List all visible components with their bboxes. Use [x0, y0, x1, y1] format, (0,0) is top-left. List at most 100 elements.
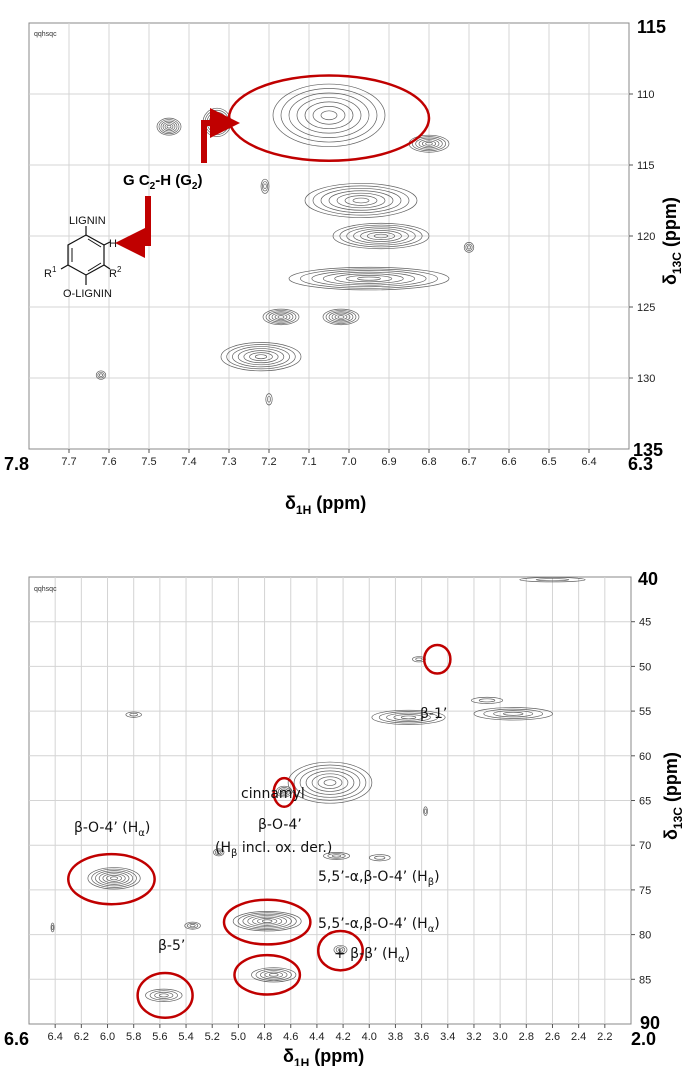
contour-level	[281, 789, 287, 794]
x-tick-label: 6.4	[581, 456, 596, 468]
contour-level	[322, 271, 416, 286]
contour-level	[337, 947, 344, 952]
contour-level	[189, 924, 196, 928]
x-tick-label: 7.7	[61, 456, 76, 468]
contour-level	[158, 119, 180, 135]
g2-arrow-up	[201, 108, 240, 163]
contour-level	[328, 190, 394, 211]
contour-level	[305, 770, 355, 795]
x-tick-label: 7.1	[301, 456, 316, 468]
x-tick-label: 4.0	[362, 1031, 377, 1043]
structure-r2-label: R2	[109, 265, 122, 280]
contour-level	[323, 779, 337, 786]
y-tick-label: 120	[637, 231, 655, 243]
contour-level	[467, 245, 471, 250]
contour-level	[293, 764, 367, 801]
contour-level	[280, 88, 378, 143]
contour-level	[232, 911, 302, 932]
cinnamyl-label: cinnamyl	[241, 786, 305, 802]
contour-level	[275, 785, 293, 798]
contour-level	[272, 83, 386, 147]
y-tick-label: 70	[639, 840, 651, 852]
contour-level	[339, 224, 423, 248]
contour-level	[271, 312, 291, 322]
bottom-spectrum-panel: 6.4 6.2 6.0 5.8 5.6 5.4 5.2 5.0 4.8 4.6 4.4 4.2 4.0 3…	[4, 569, 685, 1066]
x-tick-label: 6.7	[461, 456, 476, 468]
contour-level	[312, 185, 410, 216]
top-y-edge-bottom: 135	[633, 440, 663, 460]
contour-peak	[272, 83, 386, 147]
contour-level	[109, 876, 119, 881]
y-tick-label: 85	[639, 974, 651, 986]
contour-level	[311, 773, 349, 792]
highlight-circle	[136, 971, 194, 1019]
contour-level	[187, 922, 199, 929]
contour-level	[242, 913, 292, 929]
contour-level	[331, 854, 342, 858]
contour-level	[268, 973, 279, 977]
contour-level	[274, 313, 288, 320]
x-tick-label: 3.8	[388, 1031, 403, 1043]
contour-level	[237, 912, 297, 930]
bottom-x-edge-left: 6.6	[4, 1029, 29, 1049]
g2-annotation: G C2-H (G2)	[115, 108, 240, 258]
bottom-y-ticks: 45 50 55 60 65 70 75 80 85	[631, 617, 651, 986]
contour-level	[154, 991, 174, 999]
contour-level	[263, 183, 267, 190]
x-tick-label: 7.3	[221, 456, 236, 468]
contour-peak	[145, 988, 183, 1003]
contour-level	[393, 714, 424, 721]
contour-level	[50, 922, 55, 933]
contour-level	[98, 871, 130, 885]
contour-level	[346, 226, 416, 246]
x-tick-label: 6.9	[381, 456, 396, 468]
contour-level	[412, 656, 426, 663]
y-tick-label: 75	[639, 885, 651, 897]
contour-level	[374, 855, 386, 860]
y-tick-label: 60	[639, 751, 651, 763]
contour-level	[463, 242, 475, 253]
x-tick-label: 5.2	[205, 1031, 220, 1043]
top-x-ticks: 7.7 7.6 7.5 7.4 7.3 7.2 7.1 7.0 6.9 6.8 6.7 6.6 6.5 6…	[61, 449, 597, 468]
contour-level	[260, 970, 288, 980]
contour-level	[261, 181, 269, 192]
contour-peak	[423, 806, 428, 817]
x-tick-label: 4.8	[257, 1031, 272, 1043]
contour-level	[158, 993, 169, 998]
contour-peak	[87, 867, 141, 890]
contour-level	[243, 350, 279, 364]
top-plot-label: qqhsqc	[34, 31, 57, 38]
contour-level	[503, 711, 524, 716]
contour-level	[300, 268, 438, 289]
contour-level	[320, 187, 402, 214]
contour-peak	[220, 342, 302, 372]
x-tick-label: 6.4	[48, 1031, 63, 1043]
contour-peak	[95, 370, 107, 380]
beta-o-4-halpha-label: β-O-4’ (Hα)	[74, 820, 150, 839]
top-x-edge-right: 6.3	[628, 454, 653, 474]
x-tick-label: 3.0	[492, 1031, 507, 1043]
contour-level	[320, 110, 338, 121]
hbeta-ox-der-label: (Hβ incl. ox. der.)	[215, 840, 332, 859]
contour-level	[378, 711, 439, 724]
bottom-grid	[29, 577, 631, 1024]
top-y-ticks: 110 115 120 125 130	[629, 89, 655, 385]
x-tick-label: 4.6	[283, 1031, 298, 1043]
contour-level	[268, 311, 294, 323]
contour-peak	[333, 944, 348, 955]
contour-level	[465, 243, 473, 252]
contour-level	[220, 342, 302, 372]
contour-level	[312, 106, 346, 125]
contour-level	[164, 123, 174, 130]
contour-level	[424, 808, 427, 814]
contour-level	[335, 946, 346, 954]
contour-level	[332, 222, 430, 250]
contour-level	[336, 192, 386, 209]
contour-level	[352, 197, 370, 204]
contour-level	[287, 761, 373, 804]
contour-level	[237, 348, 285, 366]
x-tick-label: 7.0	[341, 456, 356, 468]
contour-level	[99, 373, 103, 377]
contour-level	[337, 315, 345, 319]
